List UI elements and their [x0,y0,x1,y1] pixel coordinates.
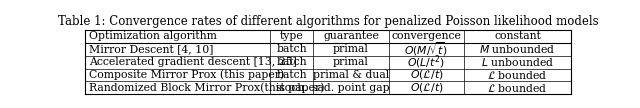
Text: batch: batch [276,57,307,67]
Text: $O(L/t^2)$: $O(L/t^2)$ [408,53,445,71]
Text: Accelerated gradient descent [13, 25]: Accelerated gradient descent [13, 25] [89,57,297,67]
Text: stoch.: stoch. [275,83,308,93]
Text: batch: batch [276,44,307,54]
Text: sad. point gap: sad. point gap [312,83,390,93]
Text: $L$ unbounded: $L$ unbounded [481,56,554,68]
Text: Randomized Block Mirror Prox(this paper): Randomized Block Mirror Prox(this paper) [89,83,324,93]
Text: convergence: convergence [392,31,461,41]
Text: $M$ unbounded: $M$ unbounded [479,43,556,55]
Text: constant: constant [494,31,541,41]
Text: $O(\mathcal{L}/t)$: $O(\mathcal{L}/t)$ [410,81,444,94]
Text: type: type [280,31,303,41]
Text: Optimization algorithm: Optimization algorithm [89,31,217,41]
Text: Mirror Descent [4, 10]: Mirror Descent [4, 10] [89,44,213,54]
Text: Composite Mirror Prox (this paper): Composite Mirror Prox (this paper) [89,70,284,80]
Text: $O(M/\sqrt{t})$: $O(M/\sqrt{t})$ [404,40,449,58]
Text: primal & dual: primal & dual [313,70,389,80]
Text: batch: batch [276,70,307,80]
Text: $\mathcal{L}$ bounded: $\mathcal{L}$ bounded [487,82,548,94]
Text: guarantee: guarantee [323,31,379,41]
Text: primal: primal [333,44,369,54]
Text: $\mathcal{L}$ bounded: $\mathcal{L}$ bounded [487,69,548,81]
Text: $O(\mathcal{L}/t)$: $O(\mathcal{L}/t)$ [410,68,444,82]
Text: primal: primal [333,57,369,67]
Text: Table 1: Convergence rates of different algorithms for penalized Poisson likelih: Table 1: Convergence rates of different … [58,15,598,28]
